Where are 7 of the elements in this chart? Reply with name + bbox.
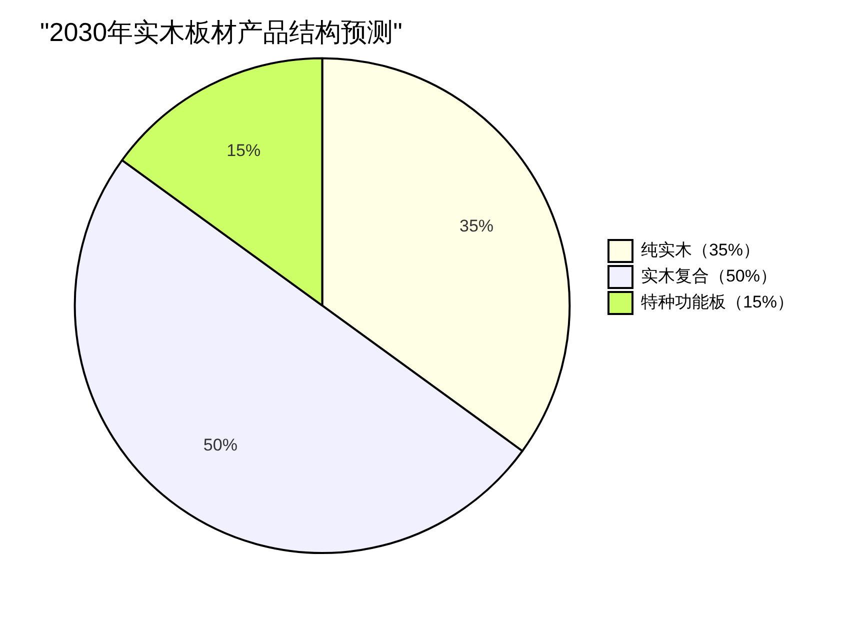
chart-title: "2030年实木板材产品结构预测" xyxy=(40,16,402,47)
data-label: 35% xyxy=(460,216,494,236)
legend-label: 纯实木（35%） xyxy=(640,240,760,260)
legend-label: 实木复合（50%） xyxy=(640,266,778,286)
legend-label: 特种功能板（15%） xyxy=(640,292,794,312)
data-label: 15% xyxy=(226,140,261,160)
data-label: 50% xyxy=(203,435,238,454)
